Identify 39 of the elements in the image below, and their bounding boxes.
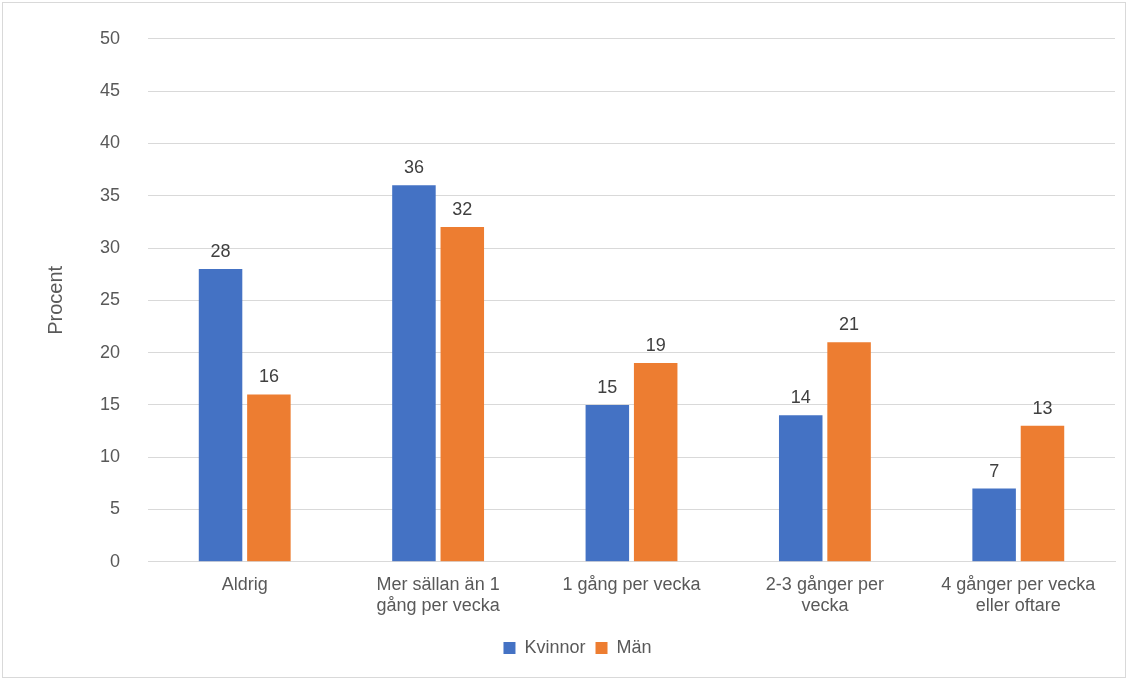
- y-tick-label: 5: [110, 498, 121, 519]
- bar: [392, 185, 436, 562]
- data-label: 21: [839, 314, 860, 335]
- y-tick-label: 15: [99, 393, 121, 414]
- bar: [247, 394, 291, 562]
- bar: [440, 227, 485, 562]
- x-tick-label: 4 gånger per vecka eller oftare: [941, 573, 1097, 616]
- data-label: 16: [258, 366, 279, 387]
- x-tick-label: Aldrig: [221, 573, 268, 594]
- x-tick-label: 2-3 gånger per vecka: [765, 573, 884, 616]
- bar: [198, 268, 243, 562]
- y-tick-label: 40: [99, 132, 121, 153]
- y-tick-label: 35: [99, 184, 121, 205]
- y-tick-label: 25: [99, 289, 121, 310]
- y-tick-label: 50: [99, 27, 121, 48]
- y-axis-title: Procent: [43, 265, 66, 335]
- bar: [633, 363, 678, 562]
- data-label: 14: [790, 387, 811, 408]
- data-label: 36: [403, 157, 424, 178]
- data-label: 32: [452, 199, 473, 220]
- data-label: 28: [210, 240, 231, 261]
- legend-label: Kvinnor: [524, 636, 586, 657]
- data-label: 19: [645, 335, 666, 356]
- bar: [827, 342, 871, 562]
- bar: [972, 488, 1016, 562]
- y-tick-label: 10: [99, 446, 121, 467]
- y-tick-label: 45: [99, 80, 121, 101]
- y-tick-label: 0: [110, 550, 121, 571]
- bar: [1020, 425, 1065, 562]
- data-label: 13: [1032, 397, 1053, 418]
- bar: [778, 415, 823, 562]
- y-tick-label: 20: [99, 341, 121, 362]
- x-tick-label: Mer sällan än 1 gång per vecka: [376, 573, 501, 616]
- x-tick-label: 1 gång per vecka: [562, 573, 702, 594]
- data-label: 7: [989, 460, 1000, 481]
- legend-label: Män: [616, 636, 652, 657]
- data-label: 15: [597, 376, 618, 397]
- y-tick-label: 30: [99, 236, 121, 257]
- bar: [585, 404, 630, 562]
